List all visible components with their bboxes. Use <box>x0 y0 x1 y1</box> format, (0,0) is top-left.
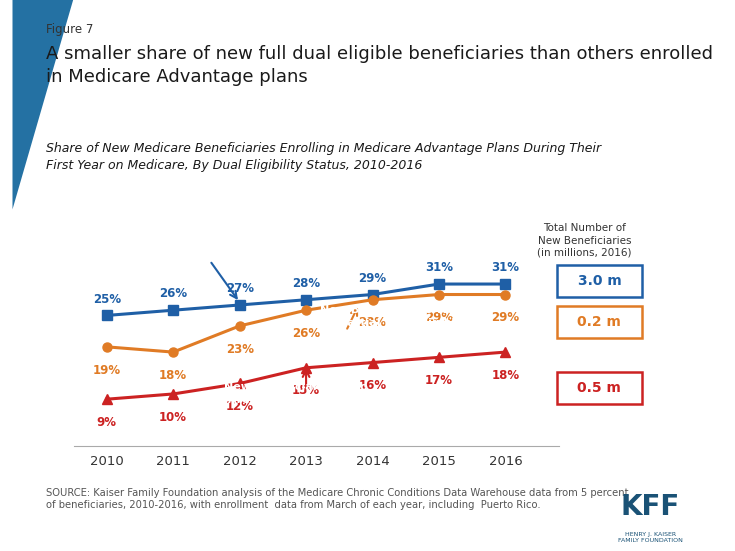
Text: 23%: 23% <box>226 343 254 355</box>
Text: New Beneficiaries Who
Are Full Dual Eligibles: New Beneficiaries Who Are Full Dual Elig… <box>224 382 368 405</box>
Text: Total Number of
New Beneficiaries
(in millions, 2016): Total Number of New Beneficiaries (in mi… <box>537 223 631 258</box>
Text: 27%: 27% <box>226 282 254 295</box>
Text: 29%: 29% <box>492 311 520 324</box>
Text: 16%: 16% <box>359 379 387 392</box>
Text: 15%: 15% <box>292 385 320 397</box>
Text: A smaller share of new full dual eligible beneficiaries than others enrolled
in : A smaller share of new full dual eligibl… <box>46 45 712 86</box>
Text: 9%: 9% <box>97 416 117 429</box>
Polygon shape <box>12 0 73 209</box>
Text: Figure 7: Figure 7 <box>46 23 93 36</box>
Text: 31%: 31% <box>492 261 520 274</box>
Text: KFF: KFF <box>621 493 680 521</box>
Text: 26%: 26% <box>292 327 320 340</box>
Text: 0.5 m: 0.5 m <box>578 381 621 396</box>
Text: 19%: 19% <box>93 364 121 376</box>
Text: 10%: 10% <box>159 410 187 424</box>
Text: 28%: 28% <box>359 316 387 329</box>
Text: 25%: 25% <box>93 293 121 306</box>
Text: SOURCE: Kaiser Family Foundation analysis of the Medicare Chronic Conditions Dat: SOURCE: Kaiser Family Foundation analysi… <box>46 488 628 510</box>
Text: 26%: 26% <box>159 288 187 300</box>
Text: 31%: 31% <box>425 261 453 274</box>
Text: 18%: 18% <box>159 369 187 382</box>
Text: 28%: 28% <box>292 277 320 290</box>
Text: 0.2 m: 0.2 m <box>578 315 621 329</box>
Text: 17%: 17% <box>425 374 453 387</box>
Text: 29%: 29% <box>425 311 453 324</box>
Text: New Beneficiaries Who
Are Partial Dual Eligibles: New Beneficiaries Who Are Partial Dual E… <box>314 305 469 328</box>
Text: 12%: 12% <box>226 400 254 413</box>
Text: 3.0 m: 3.0 m <box>578 274 621 288</box>
Text: HENRY J. KAISER
FAMILY FOUNDATION: HENRY J. KAISER FAMILY FOUNDATION <box>618 532 683 543</box>
Text: 18%: 18% <box>492 369 520 382</box>
Text: Share of New Medicare Beneficiaries Enrolling in Medicare Advantage Plans During: Share of New Medicare Beneficiaries Enro… <box>46 142 600 172</box>
Text: New Beneficiaries Who
Are Not Dually Eligible: New Beneficiaries Who Are Not Dually Eli… <box>92 167 235 190</box>
Text: 29%: 29% <box>359 272 387 285</box>
